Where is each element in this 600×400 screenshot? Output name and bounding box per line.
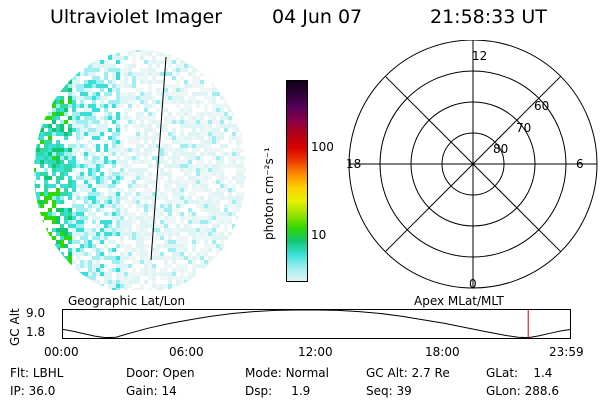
orbit-xtick-1200: 12:00 [298,345,333,359]
mlt-label-0: 0 [469,277,477,291]
date-label: 04 Jun 07 [272,6,363,28]
orbit-xtick-1800: 18:00 [425,345,460,359]
orbit-plot [62,309,572,339]
info-glat-value: 1.4 [533,366,553,380]
terminator-line [150,56,167,261]
lat-label-70: 70 [516,121,531,135]
info-glon-key: GLon: [486,384,521,398]
colorbar [286,80,308,282]
colorbar-label: photon cm⁻²s⁻¹ [262,147,276,240]
orbit-ylabel: GC Alt [8,308,22,346]
lat-label-80: 80 [493,142,508,156]
info-door-value: Open [162,366,195,380]
orbit-ytick-bottom: 1.8 [26,325,46,339]
orbit-xtick-0000: 00:00 [44,345,79,359]
mlt-label-18: 18 [346,157,361,171]
info-gcalt-value: 2.7 Re [411,366,450,380]
info-gain-key: Gain: [126,384,158,398]
info-mode-value: Normal [285,366,329,380]
info-ip-key: IP: [10,384,25,398]
auroral-image [34,50,246,290]
mlt-label-6: 6 [576,157,584,171]
orbit-altitude-line [62,309,572,339]
image-pixels [34,50,246,290]
orbit-left-label: Geographic Lat/Lon [68,294,186,308]
colorbar-tick-100: 100 [311,140,334,154]
instrument-title: Ultraviolet Imager [50,6,223,28]
orbit-xtick-2359: 23:59 [549,345,584,359]
info-gain-value: 14 [161,384,177,398]
mlt-label-12: 12 [472,49,487,63]
info-ip-value: 36.0 [28,384,56,398]
info-dsp-value: 1.9 [291,384,311,398]
info-mode-key: Mode: [245,366,282,380]
lat-label-60: 60 [534,99,549,113]
orbit-plot-frame [62,309,571,339]
info-door-key: Door: [126,366,159,380]
time-label: 21:58:33 UT [430,6,547,28]
info-seq-key: Seq: [366,384,393,398]
info-flt-value: LBHL [32,366,64,380]
colorbar-tick-10: 10 [311,228,327,242]
info-gcalt-key: GC Alt: [366,366,408,380]
info-flt-key: Flt: [10,366,29,380]
info-glat-key: GLat: [486,366,519,380]
info-glon-value: 288.6 [524,384,559,398]
orbit-xtick-0600: 06:00 [169,345,204,359]
orbit-ytick-top: 9.0 [26,306,46,320]
orbit-right-label: Apex MLat/MLT [414,294,504,308]
polar-grid: 12 18 6 0 60 70 80 [346,40,598,291]
info-dsp-key: Dsp: [245,384,273,398]
info-seq-value: 39 [396,384,412,398]
